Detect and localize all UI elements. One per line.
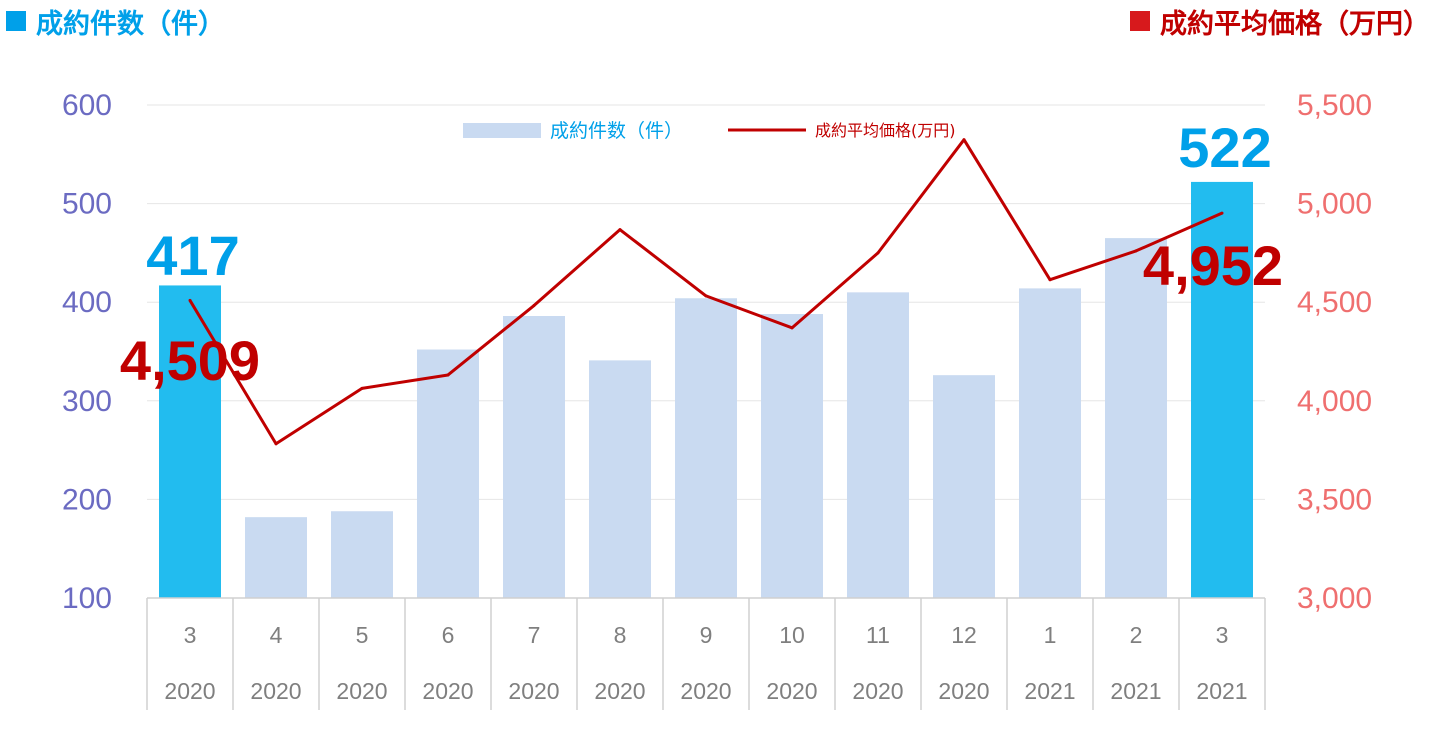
legend-bar-label: 成約件数（件）: [550, 120, 683, 142]
x-tick-year: 2020: [938, 678, 989, 704]
x-tick-month: 1: [1044, 622, 1057, 648]
left-axis-tick-label: 400: [62, 286, 112, 319]
bar: [1191, 181, 1253, 598]
x-tick-month: 3: [184, 622, 197, 648]
x-tick-year: 2021: [1024, 678, 1075, 704]
legend-line-label: 成約平均価格(万円): [815, 121, 956, 140]
x-tick-month: 11: [866, 622, 890, 648]
x-tick-month: 7: [528, 622, 541, 648]
left-axis-tick-label: 300: [62, 385, 112, 418]
right-axis-title: 成約平均価格（万円）: [1130, 2, 1430, 41]
line-point: [790, 326, 794, 330]
x-tick-month: 9: [700, 622, 713, 648]
line-series-swatch: [1130, 11, 1150, 31]
x-axis: 3 2020 4 2020 5 2020 6 2020 7 2020 8 2020 9 2020 10 202…: [146, 597, 1266, 710]
right-axis-tick-label: 4,500: [1297, 286, 1372, 319]
x-tick-month: 4: [270, 622, 283, 648]
bar-series-swatch: [6, 11, 26, 31]
x-tick-year: 2020: [852, 678, 903, 704]
line-point: [446, 373, 450, 377]
legend: 成約件数（件） 成約平均価格(万円): [463, 120, 956, 142]
right-axis-title-text: 成約平均価格（万円）: [1160, 9, 1430, 40]
line-point: [360, 386, 364, 390]
x-tick-year: 2021: [1196, 678, 1247, 704]
legend-bar-swatch: [463, 123, 541, 138]
left-axis-tick-label: 500: [62, 188, 112, 221]
x-tick-year: 2020: [422, 678, 473, 704]
callout-last-count: 522: [1178, 116, 1271, 179]
bar-series: [159, 181, 1253, 599]
x-tick-year: 2020: [508, 678, 559, 704]
line-series: [188, 138, 1224, 446]
bar: [933, 375, 995, 598]
callout-first-count: 417: [146, 224, 239, 287]
bar: [675, 298, 737, 598]
line-point: [876, 251, 880, 255]
x-tick-month: 5: [356, 622, 369, 648]
right-axis-tick-label: 5,000: [1297, 188, 1372, 221]
left-axis-title: 成約件数（件）: [6, 2, 225, 41]
axes: 100 200 300 400 500 600 3,000 3,500 4,000 4,500 5,…: [62, 89, 1372, 615]
x-tick-year: 2020: [594, 678, 645, 704]
left-axis-tick-label: 100: [62, 582, 112, 615]
bar: [331, 511, 393, 598]
line-point: [1134, 249, 1138, 253]
right-axis-tick-label: 5,500: [1297, 89, 1372, 122]
x-tick-year: 2020: [250, 678, 301, 704]
line-point: [1220, 211, 1224, 215]
right-axis-tick-label: 3,500: [1297, 483, 1372, 516]
x-tick-year: 2020: [164, 678, 215, 704]
left-axis-title-text: 成約件数（件）: [36, 9, 225, 40]
line-point: [618, 228, 622, 232]
bar: [1105, 238, 1167, 599]
line-point: [962, 138, 966, 142]
right-axis-tick-label: 4,000: [1297, 385, 1372, 418]
left-axis-tick-label: 600: [62, 89, 112, 122]
bar: [761, 314, 823, 598]
line-point: [704, 294, 708, 298]
callout-last-price: 4,952: [1143, 234, 1283, 297]
right-axis-tick-label: 3,000: [1297, 582, 1372, 615]
x-tick-month: 6: [442, 622, 455, 648]
x-tick-month: 3: [1216, 622, 1229, 648]
line-point: [1048, 278, 1052, 282]
line-point: [532, 304, 536, 308]
bar: [847, 292, 909, 598]
x-tick-year: 2020: [680, 678, 731, 704]
bar: [245, 517, 307, 598]
x-tick-year: 2021: [1110, 678, 1161, 704]
bar: [417, 349, 479, 598]
x-tick-year: 2020: [766, 678, 817, 704]
x-tick-month: 2: [1130, 622, 1143, 648]
bar: [503, 316, 565, 598]
bar: [589, 360, 651, 598]
bar: [1019, 288, 1081, 598]
x-tick-month: 10: [779, 622, 805, 648]
left-axis-tick-label: 200: [62, 483, 112, 516]
x-tick-month: 8: [614, 622, 627, 648]
callout-first-price: 4,509: [120, 329, 260, 392]
line-point: [188, 298, 192, 302]
x-tick-month: 12: [951, 622, 977, 648]
line-point: [274, 442, 278, 446]
x-tick-year: 2020: [336, 678, 387, 704]
